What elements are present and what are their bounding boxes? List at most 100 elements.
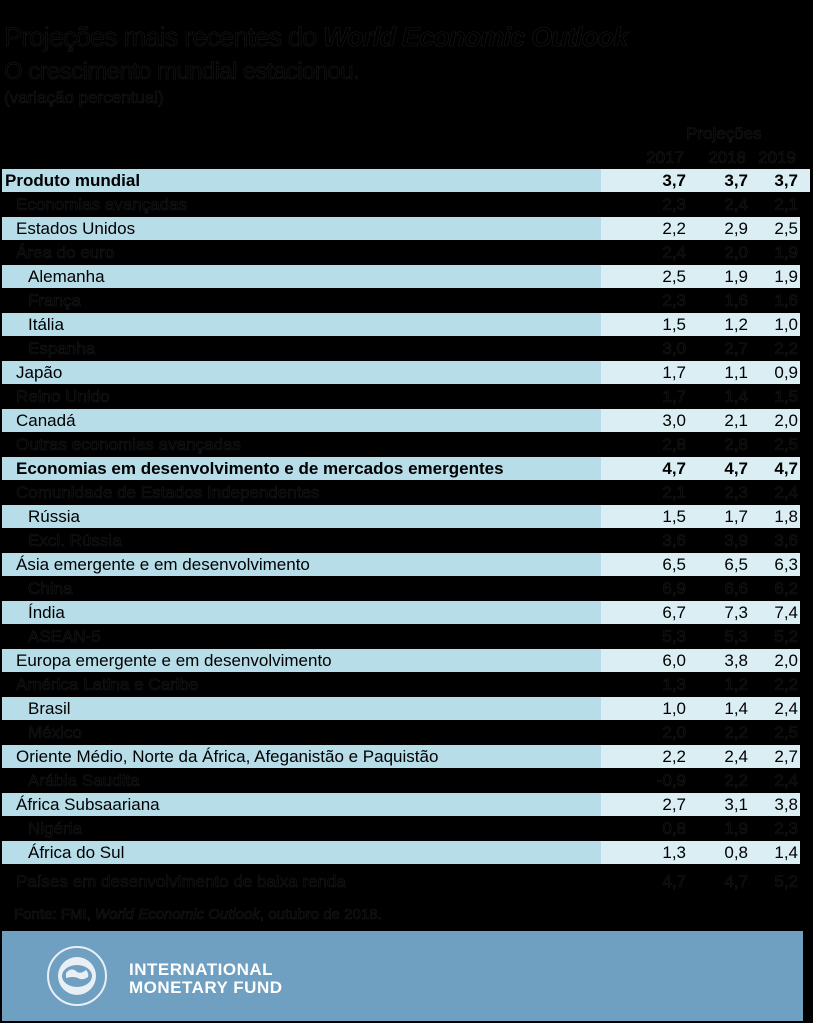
row-value-2019: 1,4 xyxy=(774,843,798,862)
row-value-2018: 1,2 xyxy=(724,315,748,334)
table-row: Canadá 3,0 2,1 2,0 xyxy=(2,409,800,432)
number-band xyxy=(601,745,800,768)
row-value-2017: 3,6 xyxy=(662,531,686,551)
row-value-2017: 2,8 xyxy=(662,435,686,455)
row-value-2017: 1,3 xyxy=(662,843,686,862)
row-label: ASEAN-5 xyxy=(28,627,101,647)
label-band xyxy=(2,745,601,768)
row-label: África Subsaariana xyxy=(16,795,160,814)
label-band xyxy=(2,697,601,720)
row-value-2017: 6,7 xyxy=(662,603,686,622)
row-value-2019: 2,5 xyxy=(774,435,798,455)
row-value-2019: 3,7 xyxy=(774,171,798,190)
row-value-2019: 2,2 xyxy=(774,339,798,359)
table-row: Japão 1,7 1,1 0,9 xyxy=(2,361,800,384)
row-value-2018: 2,1 xyxy=(724,411,748,430)
row-label: Economias em desenvolvimento e de mercad… xyxy=(16,459,504,478)
row-value-2018: 1,4 xyxy=(724,387,748,407)
label-band xyxy=(2,793,601,816)
row-value-2019: 1,0 xyxy=(774,315,798,334)
row-value-2018: 2,2 xyxy=(724,723,748,743)
row-value-2018: 1,9 xyxy=(724,267,748,286)
number-band xyxy=(601,649,800,672)
number-band xyxy=(601,553,800,576)
row-label: Países em desenvolvimento de baixa renda xyxy=(16,872,346,892)
row-value-2018: 3,8 xyxy=(724,651,748,670)
number-band xyxy=(601,841,800,864)
row-label: França xyxy=(28,291,82,311)
label-band xyxy=(2,649,601,672)
source-suffix: , outubro de 2018. xyxy=(259,906,382,924)
table-row: Comunidade de Estados Independentes 2,1 2,… xyxy=(2,481,800,504)
row-value-2019: 6,3 xyxy=(774,555,798,574)
row-value-2019: 1,9 xyxy=(774,243,798,263)
row-value-2018: 1,6 xyxy=(724,291,748,311)
table-row: ASEAN-5 5,3 5,3 5,2 xyxy=(2,625,800,648)
table-row: Oriente Médio, Norte da África, Afeganis… xyxy=(2,745,800,768)
imf-footer-banner: INTERNATIONAL MONETARY FUND xyxy=(2,931,803,1021)
row-value-2017: 1,7 xyxy=(662,363,686,382)
source-note: Fonte: FMI, World Economic Outlook, outu… xyxy=(14,906,382,924)
row-value-2017: 5,3 xyxy=(662,627,686,647)
row-value-2017: 4,7 xyxy=(662,459,686,478)
label-band xyxy=(2,505,601,528)
table-row: Excl. Rússia 3,6 3,9 3,6 xyxy=(2,529,800,552)
row-value-2018: 1,7 xyxy=(724,507,748,526)
row-value-2017: 1,5 xyxy=(662,507,686,526)
table-row: Nigéria 0,8 1,9 2,3 xyxy=(2,817,800,840)
row-value-2018: 1,2 xyxy=(724,675,748,695)
table-row: Espanha 3,0 2,7 2,2 xyxy=(2,337,800,360)
row-value-2017: 1,3 xyxy=(662,675,686,695)
row-label: Itália xyxy=(28,315,64,334)
year-header-2018: 2018 xyxy=(708,148,746,168)
row-value-2017: 2,7 xyxy=(662,795,686,814)
row-value-2019: 1,5 xyxy=(774,387,798,407)
number-band xyxy=(601,697,800,720)
number-band xyxy=(601,217,800,240)
row-label: China xyxy=(28,579,73,599)
row-value-2019: 2,1 xyxy=(774,195,798,215)
row-value-2019: 0,9 xyxy=(774,363,798,382)
row-value-2019: 4,7 xyxy=(774,459,798,478)
row-label: Ásia emergente e em desenvolvimento xyxy=(16,555,310,574)
row-value-2017: 2,2 xyxy=(662,219,686,238)
unit-label: (variação percentual) xyxy=(4,88,164,108)
row-value-2017: 6,0 xyxy=(662,651,686,670)
row-label: Reino Unido xyxy=(16,387,110,407)
row-label: Japão xyxy=(16,363,63,382)
row-label: Europa emergente e em desenvolvimento xyxy=(16,651,332,670)
table-row: Arábia Saudita -0,9 2,2 2,4 xyxy=(2,769,800,792)
row-value-2019: 2,3 xyxy=(774,819,798,839)
row-label: Produto mundial xyxy=(5,171,141,190)
row-value-2018: 2,3 xyxy=(724,483,748,503)
row-value-2017: 6,5 xyxy=(662,555,686,574)
imf-logo-text: INTERNATIONAL MONETARY FUND xyxy=(129,961,283,997)
label-band xyxy=(2,553,601,576)
row-label: América Latina e Caribe xyxy=(16,675,199,695)
label-band xyxy=(2,169,601,192)
row-value-2019: 2,2 xyxy=(774,675,798,695)
table-row: Área do euro 2,4 2,0 1,9 xyxy=(2,241,800,264)
row-value-2018: 6,5 xyxy=(724,555,748,574)
row-value-2019: 1,9 xyxy=(774,267,798,286)
row-value-2018: 3,9 xyxy=(724,531,748,551)
projections-header: Projeções xyxy=(686,124,762,144)
table-row: China 6,9 6,6 6,2 xyxy=(2,577,800,600)
title-italic: World Economic Outlook xyxy=(323,22,629,53)
row-value-2017: 4,7 xyxy=(662,872,686,892)
row-value-2017: -0,9 xyxy=(656,771,686,791)
number-band xyxy=(601,793,800,816)
row-label: Rússia xyxy=(28,507,80,526)
row-value-2019: 2,5 xyxy=(774,723,798,743)
table-row: Brasil 1,0 1,4 2,4 xyxy=(2,697,800,720)
row-value-2019: 2,0 xyxy=(774,651,798,670)
table-row: Rússia 1,5 1,7 1,8 xyxy=(2,505,800,528)
row-value-2019: 3,6 xyxy=(774,531,798,551)
row-label: Comunidade de Estados Independentes xyxy=(16,483,320,503)
number-band xyxy=(601,265,800,288)
row-value-2017: 0,8 xyxy=(662,819,686,839)
table-row: Países em desenvolvimento de baixa renda… xyxy=(2,870,800,893)
row-value-2019: 5,2 xyxy=(774,872,798,892)
row-label: Canadá xyxy=(16,411,76,430)
row-value-2019: 1,6 xyxy=(774,291,798,311)
